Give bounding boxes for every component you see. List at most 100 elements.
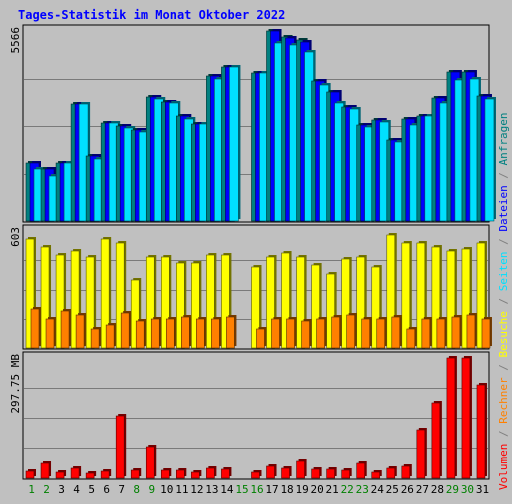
x-tick-label: 19 — [295, 483, 308, 496]
bar-volumen-day-9 — [145, 445, 157, 479]
bar-besuche-day-31 — [476, 241, 487, 349]
bar-face — [130, 469, 140, 479]
bar-rechner-day-10 — [165, 317, 177, 349]
x-tick-label: 21 — [326, 483, 339, 496]
x-tick-label: 15 — [235, 483, 248, 496]
bar-volumen-day-29 — [446, 356, 457, 479]
bar-volumen-day-23 — [356, 461, 367, 479]
bar-volumen-day-25 — [386, 466, 397, 479]
bar-volumen-day-27 — [416, 428, 427, 479]
bar-volumen-day-22 — [341, 468, 352, 479]
y-max-label: 5566 — [9, 27, 22, 54]
bar-besuche-day-5 — [85, 255, 97, 349]
bar-besuche-day-25 — [386, 233, 397, 349]
bar-face — [85, 472, 95, 479]
legend-seiten: Seiten — [497, 252, 510, 292]
bar-face — [311, 468, 320, 479]
panel-frame — [22, 351, 490, 480]
bar-face — [326, 468, 335, 479]
bar-face — [326, 273, 335, 349]
bar-face — [226, 316, 235, 349]
x-tick-label: 10 — [160, 483, 173, 496]
bar-volumen-day-7 — [115, 414, 127, 479]
bar-besuche-day-13 — [206, 253, 217, 349]
bar-rechner-day-31 — [481, 317, 492, 349]
bar-face — [401, 465, 411, 479]
bar-face — [221, 254, 230, 349]
bar-besuche-day-9 — [145, 255, 157, 349]
x-tick-label: 23 — [356, 483, 369, 496]
bar-face — [100, 470, 110, 479]
bar-face — [165, 318, 175, 349]
bar-face — [301, 320, 310, 349]
x-tick-label: 8 — [133, 483, 140, 496]
bar-volumen-day-11 — [176, 468, 187, 479]
bar-volumen-day-14 — [221, 467, 232, 479]
bar-face — [296, 460, 305, 479]
bar-face — [296, 256, 305, 349]
bar-volumen-day-8 — [130, 468, 142, 479]
bar-face — [90, 328, 100, 349]
legend-separator: / — [497, 424, 510, 444]
x-tick-label: 6 — [103, 483, 110, 496]
bar-rechner-day-5 — [90, 327, 102, 349]
bar-face — [105, 324, 115, 349]
bar-face — [281, 252, 290, 349]
bar-volumen-day-4 — [70, 466, 82, 479]
bar-face — [391, 316, 401, 349]
legend-separator: / — [497, 291, 510, 311]
legend-separator: / — [497, 165, 510, 185]
bar-face — [221, 468, 230, 479]
legend-separator: / — [497, 358, 510, 378]
bar-face — [115, 415, 125, 479]
bar-face — [160, 469, 170, 479]
bar-face — [60, 310, 70, 349]
bar-rechner-day-14 — [226, 315, 237, 349]
bar-face — [341, 258, 350, 349]
bar-face — [25, 238, 35, 349]
bar-face — [206, 467, 215, 479]
bar-besuche-day-27 — [416, 241, 427, 349]
bar-face — [431, 246, 441, 349]
bar-rechner-day-4 — [75, 313, 87, 349]
bar-face — [70, 250, 80, 349]
bar-face — [376, 318, 386, 349]
bar-face — [160, 256, 170, 349]
x-tick-label: 26 — [401, 483, 414, 496]
bar-besuche-day-1 — [25, 237, 36, 349]
bar-rechner-day-7 — [120, 311, 132, 349]
bar-rechner-day-11 — [181, 315, 192, 349]
bar-face — [251, 266, 260, 349]
bar-besuche-day-14 — [221, 253, 232, 349]
bar-besuche-day-6 — [100, 237, 112, 349]
x-tick-label: 25 — [386, 483, 399, 496]
bar-face — [281, 467, 290, 479]
bar-besuche-day-10 — [160, 255, 172, 349]
bar-volumen-day-17 — [266, 464, 277, 479]
bar-rechner-day-20 — [316, 317, 327, 349]
bar-rechner-day-30 — [466, 313, 477, 349]
bar-face — [176, 262, 185, 349]
bar-besuche-day-23 — [356, 255, 367, 349]
bar-face — [120, 312, 130, 349]
bar-face — [150, 318, 160, 349]
x-tick-label: 24 — [371, 483, 385, 496]
bar-face — [406, 328, 416, 349]
bar-face — [266, 256, 275, 349]
bar-besuche-day-16 — [251, 265, 262, 349]
bar-volumen-day-1 — [25, 469, 36, 479]
x-tick-label: 2 — [43, 483, 50, 496]
bar-volumen-day-3 — [55, 470, 67, 479]
bar-face — [431, 402, 441, 479]
bar-face — [316, 318, 325, 349]
bar-face — [191, 262, 200, 349]
y-max-label: 297.75 MB — [9, 354, 22, 414]
bar-face — [135, 320, 145, 349]
bar-besuche-day-8 — [130, 278, 142, 349]
bar-face — [386, 234, 396, 349]
bar-volumen-day-10 — [160, 468, 172, 479]
bar-face — [55, 471, 65, 479]
chart-legend: Volumen / Rechner / Besuche / Seiten / D… — [497, 112, 510, 490]
x-tick-label: 28 — [431, 483, 444, 496]
bar-face — [206, 254, 215, 349]
